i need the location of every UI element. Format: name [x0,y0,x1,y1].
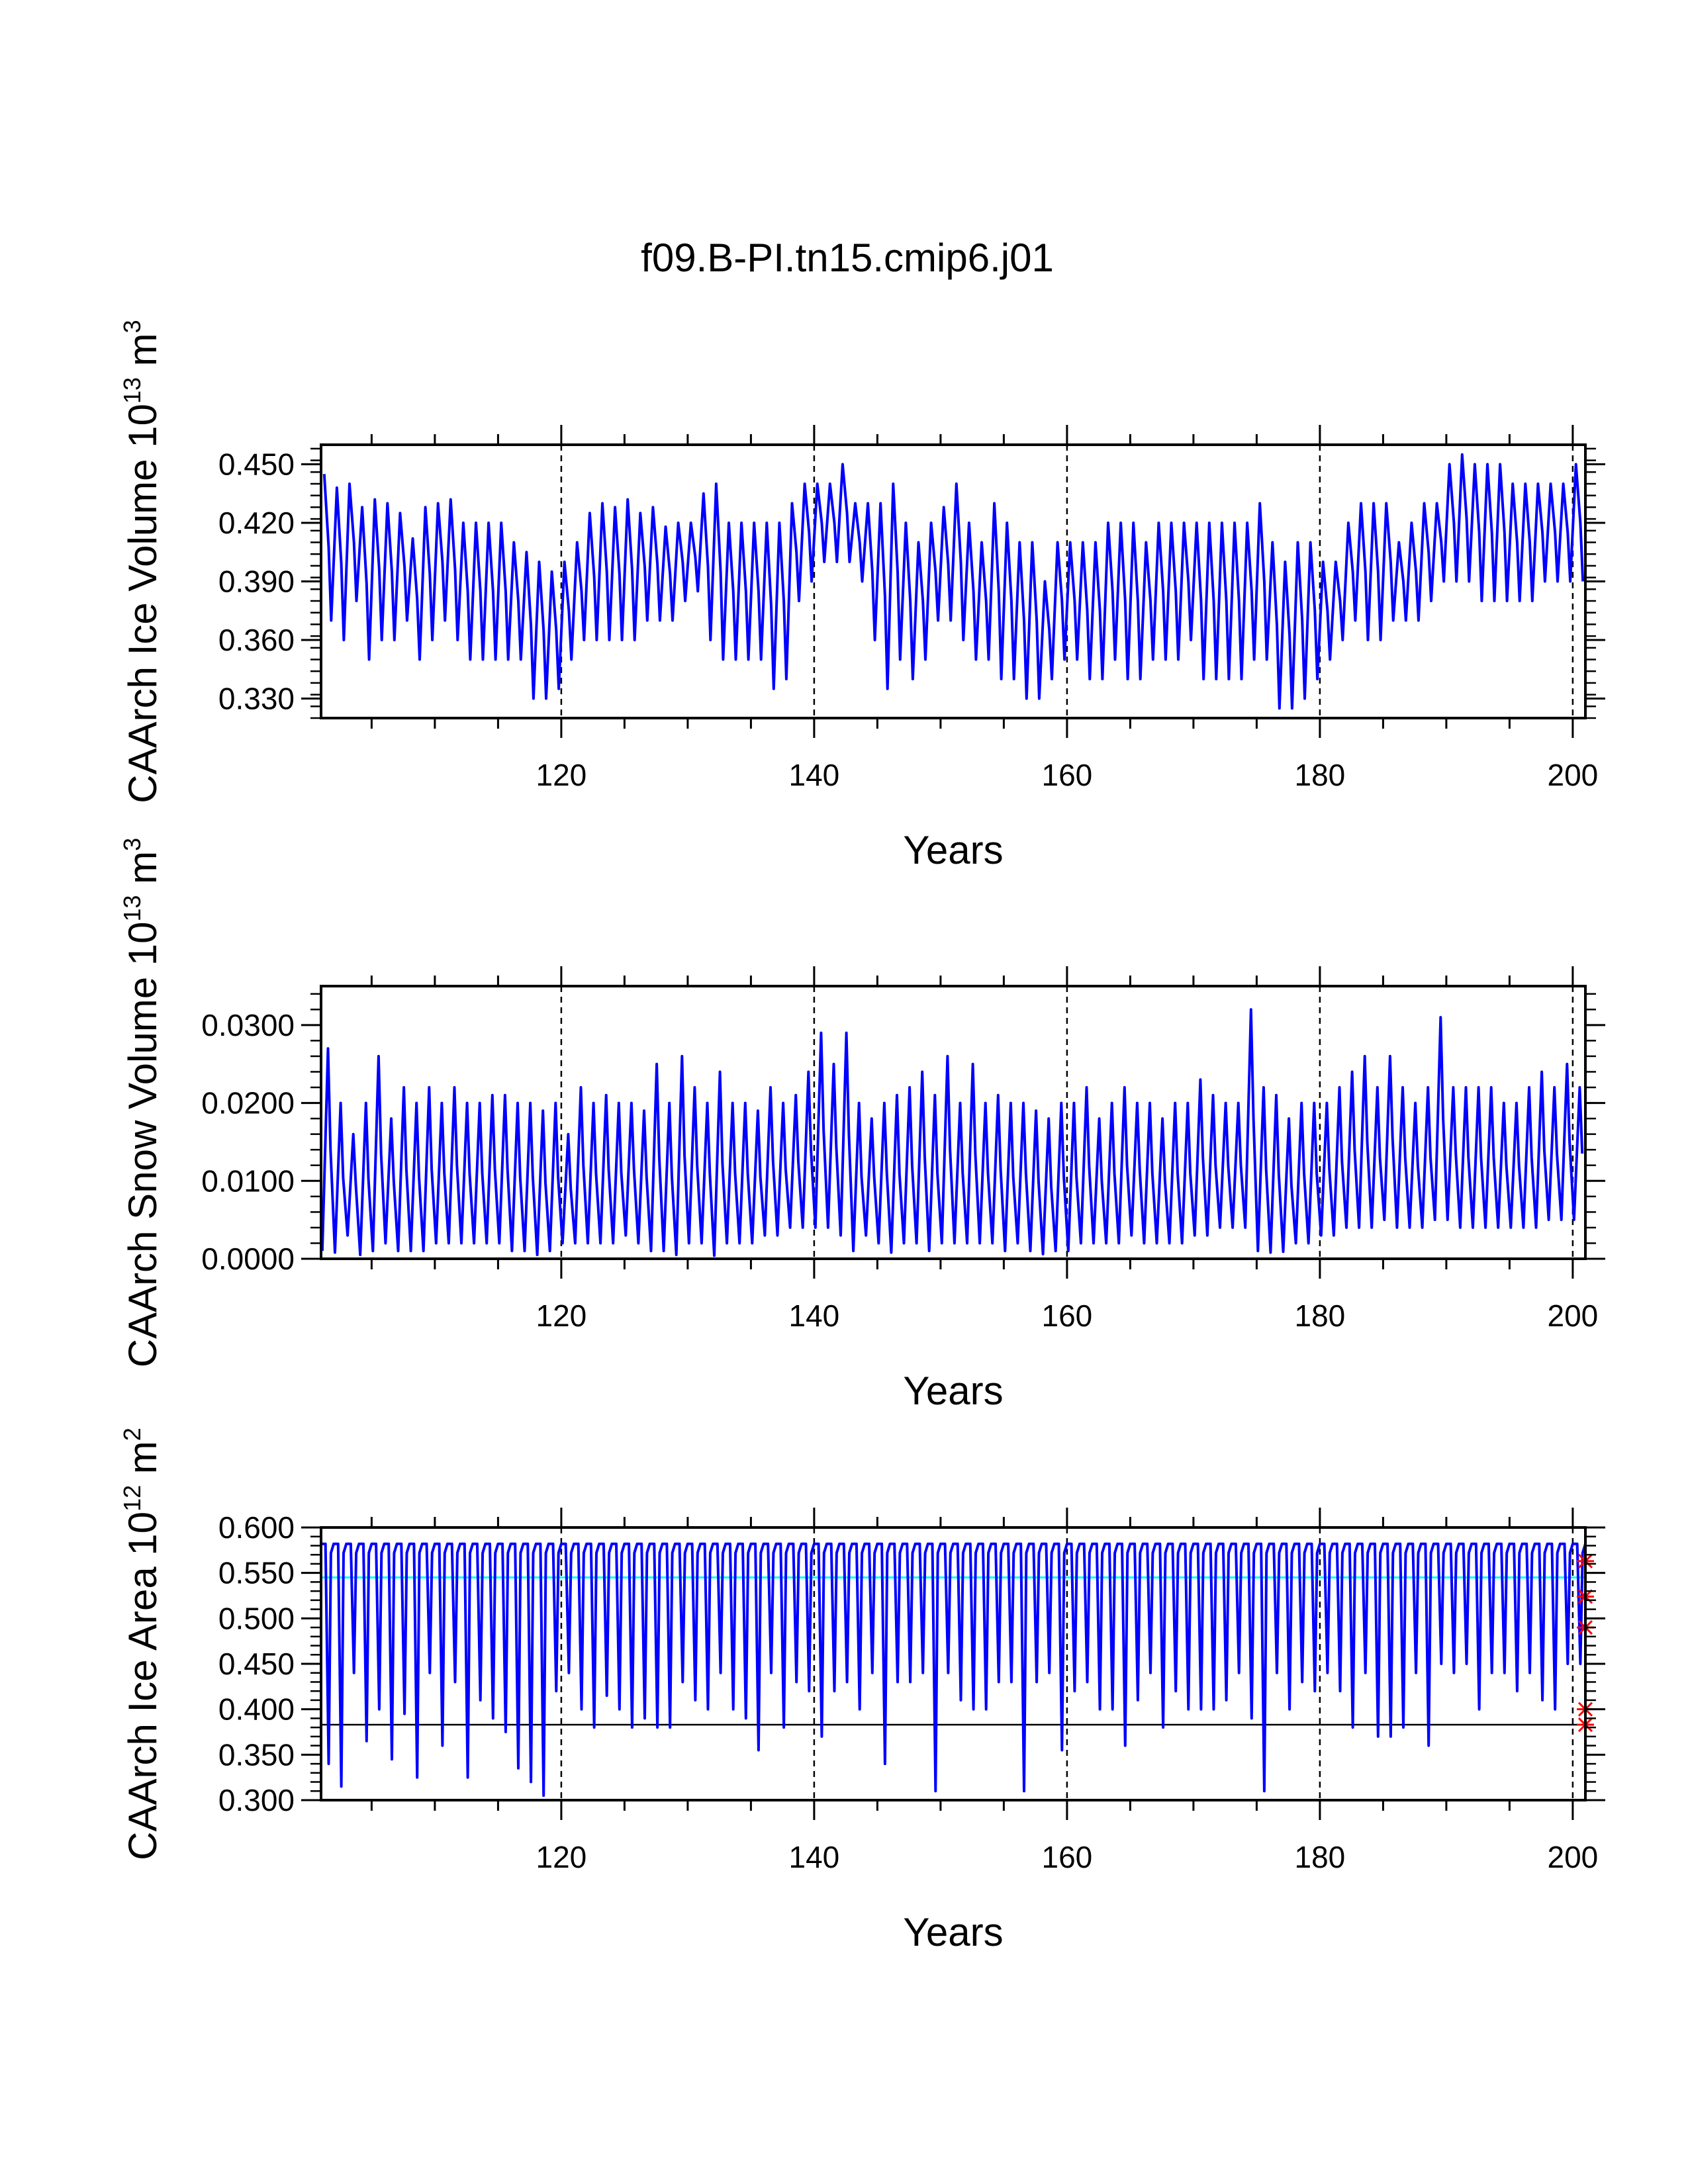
y-tick-label: 0.360 [218,623,295,657]
x-tick-label: 120 [536,1840,587,1874]
y-axis-label-text: m [120,333,165,377]
x-tick-label: 120 [536,1298,587,1333]
y-tick-label: 0.600 [218,1510,295,1545]
x-tick-label: 160 [1042,1298,1093,1333]
y-tick-label: 0.400 [218,1692,295,1727]
y-axis-label-superscript: 2 [118,1428,146,1441]
y-tick-label: 0.0200 [201,1086,295,1120]
x-axis-label: Years [903,828,1003,872]
y-axis-label-superscript: 13 [118,895,146,921]
x-tick-label: 160 [1042,758,1093,792]
y-tick-label: 0.420 [218,506,295,540]
y-tick-label: 0.550 [218,1556,295,1590]
y-tick-label: 0.450 [218,1647,295,1681]
x-tick-label: 200 [1548,758,1599,792]
y-axis-label-text: m [120,851,165,895]
y-axis-label-text: CAArch Snow Volume 10 [120,922,165,1368]
y-axis-label-text: CAArch Ice Area 10 [120,1512,165,1860]
y-tick-label: 0.0100 [201,1163,295,1198]
y-tick-label: 0.0000 [201,1242,295,1276]
figure-title: f09.B-PI.tn15.cmip6.j01 [641,236,1054,280]
ice-area-panel: 120 140 160 180 200 0.300 0.350 0.400 0.450 0.500… [118,1428,1605,1954]
y-tick-label: 0.500 [218,1601,295,1635]
x-tick-label: 160 [1042,1840,1093,1874]
y-axis-label-superscript: 13 [118,377,146,404]
y-tick-label: 0.390 [218,565,295,599]
series-line [321,1542,1587,1797]
x-tick-label: 140 [789,1840,840,1874]
y-axis-label: CAArch Ice Area 1012 m2 [118,1428,165,1860]
series-line [322,453,1585,710]
x-tick-label: 120 [536,758,587,792]
x-tick-label: 140 [789,758,840,792]
y-tick-label: 0.450 [218,447,295,482]
x-tick-label: 180 [1295,1298,1346,1333]
y-tick-label: 0.300 [218,1783,295,1817]
plot-frame [320,985,1587,1260]
x-tick-label: 200 [1548,1298,1599,1333]
x-tick-label: 200 [1548,1840,1599,1874]
y-axis-label-text: CAArch Ice Volume 10 [120,404,165,803]
y-axis-label-superscript: 3 [118,320,146,333]
plot-frame [320,1526,1587,1801]
series-line [320,1008,1584,1257]
x-axis-label: Years [903,1910,1003,1954]
snow-volume-panel: 120 140 160 180 200 0.0000 0.0100 0.0200 0.0300 Y… [118,838,1605,1413]
x-axis-label: Years [903,1369,1003,1413]
x-tick-label: 140 [789,1298,840,1333]
ice-volume-panel: 120 140 160 180 200 0.330 0.360 0.390 0.420 0.450… [118,320,1605,872]
y-axis-label-superscript: 3 [118,838,146,851]
y-tick-label: 0.0300 [201,1008,295,1042]
y-axis-label: CAArch Snow Volume 1013 m3 [118,838,165,1367]
y-tick-label: 0.330 [218,682,295,716]
x-tick-label: 180 [1295,1840,1346,1874]
y-axis-label-text: m [120,1441,165,1485]
x-tick-label: 180 [1295,758,1346,792]
y-axis-label: CAArch Ice Volume 1013 m3 [118,320,165,803]
y-axis-label-superscript: 12 [118,1485,146,1512]
y-tick-label: 0.350 [218,1737,295,1772]
